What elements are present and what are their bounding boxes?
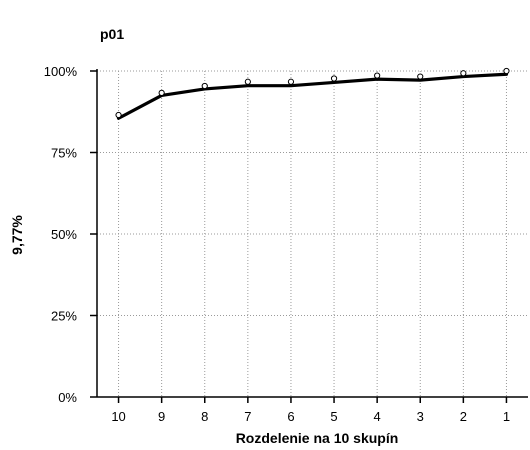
- x-axis-ticks: 10 9 8 7 6 5 4 3 2 1: [111, 397, 510, 424]
- x-axis-title: Rozdelenie na 10 skupín: [236, 430, 399, 446]
- data-point: [460, 70, 467, 77]
- y-tick-label: 100%: [44, 64, 78, 79]
- x-tick-label: 8: [201, 409, 208, 424]
- x-tick-label: 3: [417, 409, 424, 424]
- data-point: [503, 67, 510, 75]
- data-point: [201, 82, 208, 90]
- chart-title: p01: [100, 26, 124, 42]
- grid-lines: [97, 70, 528, 397]
- y-tick-label: 25%: [51, 309, 77, 324]
- x-tick-label: 4: [374, 409, 381, 424]
- x-tick-label: 2: [460, 409, 467, 424]
- y-tick-label: 0%: [58, 390, 77, 405]
- x-tick-label: 1: [503, 409, 510, 424]
- x-tick-label: 10: [111, 409, 125, 424]
- y-tick-label: 50%: [51, 227, 77, 242]
- x-tick-label: 7: [244, 409, 251, 424]
- data-point: [287, 78, 295, 85]
- y-tick-label: 75%: [51, 146, 77, 161]
- y-axis-ticks: 0% 25% 50% 75% 100%: [44, 64, 97, 405]
- data-point: [115, 111, 122, 119]
- data-point: [374, 72, 381, 79]
- x-tick-label: 5: [330, 409, 337, 424]
- x-tick-label: 6: [287, 409, 294, 424]
- series-line: [116, 72, 509, 120]
- data-point: [330, 75, 338, 82]
- data-point: [244, 78, 251, 85]
- y-axis-title: 9,77%: [9, 215, 25, 255]
- axes: [96, 69, 528, 398]
- x-tick-label: 9: [158, 409, 165, 424]
- series-layer: [115, 67, 510, 120]
- data-point: [417, 73, 424, 80]
- data-point: [158, 89, 165, 96]
